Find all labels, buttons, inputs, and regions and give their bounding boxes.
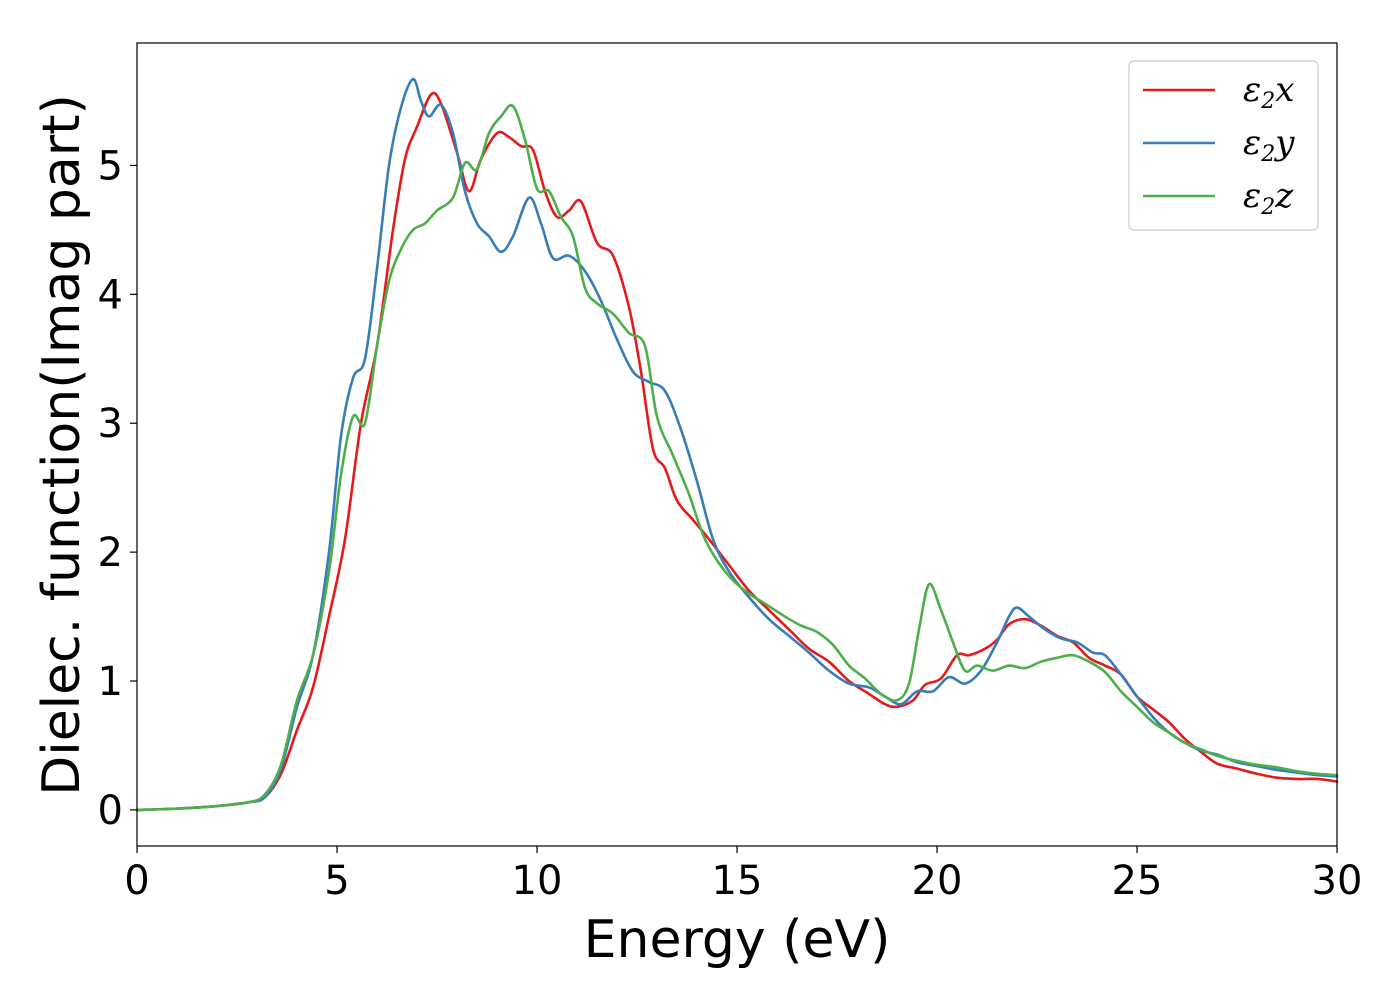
y-tick-label: 1 [98,659,123,705]
x-tick-label: 15 [712,858,763,904]
series-line-z [135,104,1339,812]
y-tick-label: 2 [98,530,123,576]
x-tick-label: 20 [912,858,963,904]
series-layer [135,77,1339,812]
x-tick-label: 0 [124,858,149,904]
x-tick-label: 30 [1312,858,1363,904]
legend-box [1128,60,1319,231]
x-axis-ticks: 0 5 10 15 20 25 30 [124,846,1362,904]
y-axis-ticks: 0 1 2 3 4 5 [98,143,137,834]
x-tick-label: 10 [512,858,563,904]
y-tick-label: 0 [98,788,123,834]
legend-label-y: ε2y [1243,123,1295,167]
legend-label-x: ε2x [1243,70,1294,114]
series-line-x [135,91,1339,812]
y-tick-label: 3 [98,401,123,447]
series-line-y [135,77,1339,812]
x-tick-label: 25 [1112,858,1163,904]
y-axis-title: Dielec. function(Imag part) [32,94,92,796]
legend-label-z: ε2z [1243,176,1294,220]
x-tick-label: 5 [324,858,349,904]
y-tick-label: 4 [98,272,123,318]
y-tick-label: 5 [98,143,123,189]
legend: ε2x ε2y ε2z [1128,60,1319,231]
x-axis-title: Energy (eV) [584,910,891,970]
